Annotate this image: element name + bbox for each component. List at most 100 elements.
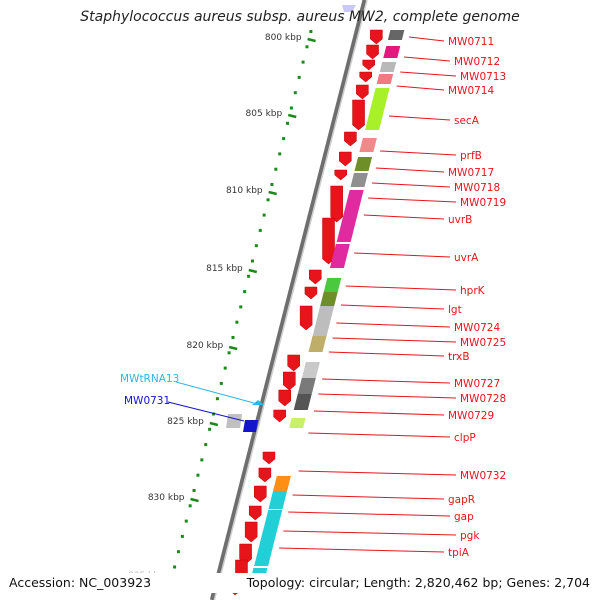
gene-label: MW0717: [448, 167, 494, 179]
ruler-dot: [208, 427, 212, 431]
callout-line: [292, 494, 445, 500]
gene-block: [308, 336, 327, 352]
callout-line: [368, 197, 457, 203]
ruler-dot: [262, 213, 266, 217]
gene-block: [383, 46, 401, 58]
gene-label: MW0712: [454, 56, 500, 68]
gene-arrow: [359, 71, 372, 83]
ruler-dot: [219, 381, 223, 385]
callout-line: [308, 432, 451, 438]
ruler-dot: [184, 519, 188, 523]
gene-features: [226, 5, 405, 596]
ruler-major-tick: [209, 421, 219, 427]
gene-arrow: [330, 185, 343, 223]
ruler-dot: [227, 351, 231, 355]
callout-line: [354, 252, 451, 258]
trna-mark: [252, 400, 264, 405]
ruler-dot: [270, 183, 274, 186]
callout-line: [283, 530, 457, 536]
gene-arrow: [370, 29, 383, 45]
gene-block: [379, 62, 397, 72]
callout-line: [313, 410, 445, 416]
gene-label: prfB: [460, 150, 482, 162]
gene-arrow: [366, 44, 379, 60]
gene-arrow: [287, 354, 300, 372]
kbp-label: 800 kbp: [265, 33, 302, 43]
gene-arrow: [248, 505, 262, 521]
gene-arrow: [352, 99, 365, 131]
gene-block: [297, 378, 316, 394]
ruler-dot: [258, 228, 262, 232]
gene-arrow: [244, 521, 258, 543]
ruler-major-tick: [268, 190, 277, 196]
gene-block: [350, 173, 368, 187]
ruler-major-tick: [228, 345, 238, 351]
gene-block: [272, 476, 291, 492]
ruler-dot: [289, 106, 293, 110]
topology-text: Topology: circular; Length: 2,820,462 bp…: [246, 575, 590, 590]
gene-arrow: [304, 286, 318, 300]
gene-label: MW0725: [460, 337, 506, 349]
ruler-dot: [309, 30, 313, 33]
gene-block: [387, 30, 405, 40]
gene-label: clpP: [454, 432, 476, 444]
gene-arrow: [362, 59, 375, 71]
gene-label: gapR: [448, 494, 475, 506]
backbone-line: [209, 0, 368, 600]
kbp-label: 820 kbp: [187, 341, 224, 351]
ruler-major-tick: [190, 497, 199, 503]
ruler-dot: [266, 198, 270, 202]
ruler-dot: [305, 45, 309, 49]
callout-line: [288, 511, 451, 517]
gene-label: gap: [454, 511, 474, 523]
gene-label: MW0713: [460, 71, 506, 83]
gene-arrow: [239, 543, 252, 565]
ruler-dot: [254, 244, 258, 248]
ruler-dot: [196, 473, 200, 477]
gene-label: MW0718: [454, 182, 500, 194]
callout-line: [388, 115, 451, 121]
gene-block: [254, 530, 278, 566]
gene-arrow: [254, 485, 267, 503]
ncrna-mark: [243, 420, 258, 432]
ruler-dot: [173, 565, 177, 569]
callout-line: [409, 36, 445, 42]
gene-label: MW0732: [460, 470, 506, 482]
gene-block: [320, 292, 338, 306]
gene-block-top: [342, 5, 356, 12]
genome-backbone: [209, 0, 368, 600]
callout-line: [371, 182, 451, 188]
gene-arrow: [309, 269, 322, 285]
kbp-label: 815 kbp: [206, 264, 243, 274]
left-label: MW0731: [124, 395, 170, 407]
gene-arrow: [258, 467, 272, 483]
ruler-dot: [239, 305, 243, 309]
backbone-highlight: [213, 0, 368, 600]
ruler-dot: [278, 152, 282, 156]
ruler-dot: [282, 137, 286, 141]
ruler-dot: [286, 121, 290, 125]
ruler-dot: [215, 397, 219, 401]
ruler-dot: [192, 489, 196, 492]
ruler-dot: [293, 91, 297, 95]
callout-line: [380, 150, 457, 156]
callout-line: [328, 351, 445, 357]
gene-arrow: [299, 305, 313, 331]
gene-block: [323, 278, 342, 292]
gene-label: uvrA: [454, 252, 479, 264]
callout-line: [167, 401, 245, 422]
gene-label: hprK: [460, 285, 486, 297]
ruler-dot: [223, 366, 227, 370]
callout-line: [375, 167, 445, 173]
kbp-label: 810 kbp: [226, 186, 263, 196]
gene-block: [329, 244, 350, 268]
callout-line: [396, 85, 445, 91]
gene-block: [376, 74, 394, 84]
callout-line: [403, 56, 451, 62]
callout-line: [175, 381, 255, 404]
gene-label: tpiA: [448, 547, 470, 559]
gene-arrow: [339, 151, 352, 167]
gene-arrow: [334, 169, 347, 181]
